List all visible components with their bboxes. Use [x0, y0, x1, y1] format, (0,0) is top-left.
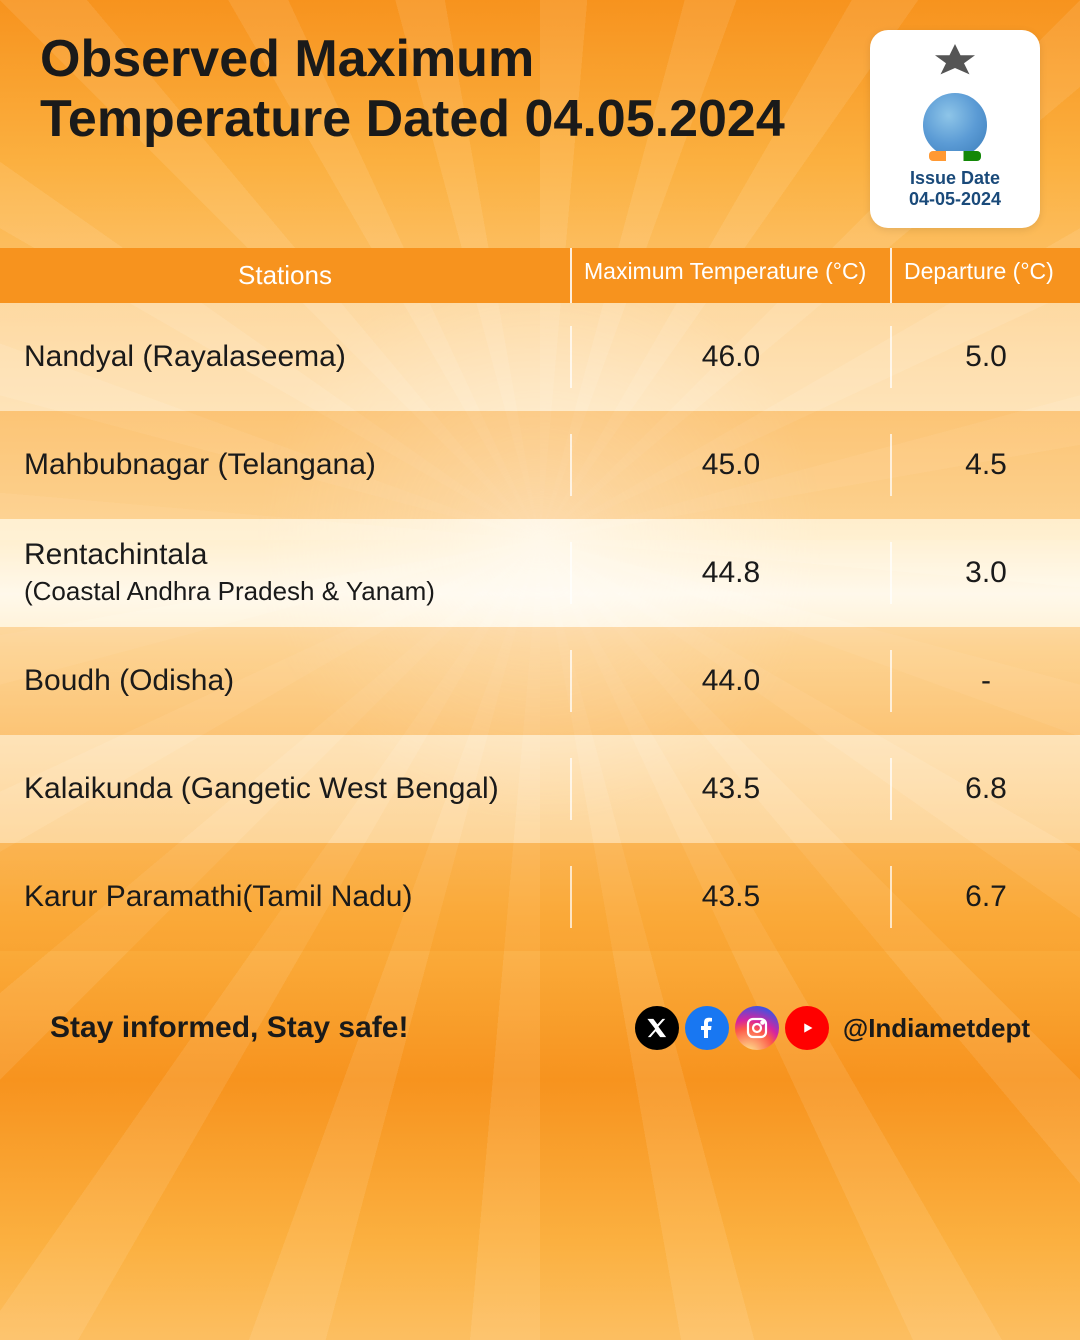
facebook-icon[interactable] [685, 1006, 729, 1050]
station-cell: Nandyal (Rayalaseema) [0, 325, 570, 389]
station-cell: Karur Paramathi(Tamil Nadu) [0, 865, 570, 929]
temp-cell: 45.0 [570, 434, 890, 496]
table-row: Rentachintala (Coastal Andhra Pradesh & … [0, 519, 1080, 627]
station-region: (Coastal Andhra Pradesh & Yanam) [24, 576, 435, 606]
station-cell: Kalaikunda (Gangetic West Bengal) [0, 757, 570, 821]
page-title: Observed Maximum Temperature Dated 04.05… [40, 30, 790, 150]
table-body: Nandyal (Rayalaseema) 46.0 5.0 Mahbubnag… [0, 303, 1080, 951]
departure-cell: - [890, 650, 1080, 712]
col-header-temp: Maximum Temperature (°C) [570, 248, 890, 303]
departure-cell: 6.8 [890, 758, 1080, 820]
departure-cell: 3.0 [890, 542, 1080, 604]
station-cell: Rentachintala (Coastal Andhra Pradesh & … [0, 523, 570, 623]
departure-cell: 6.7 [890, 866, 1080, 928]
temp-cell: 46.0 [570, 326, 890, 388]
station-cell: Boudh (Odisha) [0, 649, 570, 713]
col-header-stations: Stations [0, 248, 570, 303]
departure-cell: 4.5 [890, 434, 1080, 496]
footer-message: Stay informed, Stay safe! [50, 1011, 408, 1045]
social-icons: @Indiametdept [635, 1006, 1030, 1050]
issue-date-value: 04-05-2024 [892, 189, 1018, 210]
temp-cell: 44.8 [570, 542, 890, 604]
temp-cell: 44.0 [570, 650, 890, 712]
youtube-icon[interactable] [785, 1006, 829, 1050]
temp-cell: 43.5 [570, 758, 890, 820]
temp-cell: 43.5 [570, 866, 890, 928]
table-row: Mahbubnagar (Telangana) 45.0 4.5 [0, 411, 1080, 519]
table-row: Kalaikunda (Gangetic West Bengal) 43.5 6… [0, 735, 1080, 843]
table-header-row: Stations Maximum Temperature (°C) Depart… [0, 248, 1080, 303]
table-row: Karur Paramathi(Tamil Nadu) 43.5 6.7 [0, 843, 1080, 951]
footer: Stay informed, Stay safe! @Indiametdept [0, 1006, 1080, 1050]
table-row: Boudh (Odisha) 44.0 - [0, 627, 1080, 735]
national-emblem-icon [930, 44, 980, 84]
col-header-departure: Departure (°C) [890, 248, 1080, 303]
issue-date-card: Issue Date 04-05-2024 [870, 30, 1040, 228]
departure-cell: 5.0 [890, 326, 1080, 388]
table-row: Nandyal (Rayalaseema) 46.0 5.0 [0, 303, 1080, 411]
station-cell: Mahbubnagar (Telangana) [0, 433, 570, 497]
social-handle: @Indiametdept [843, 1013, 1030, 1044]
imd-logo-icon [920, 90, 990, 160]
issue-date-label: Issue Date [892, 168, 1018, 189]
header: Observed Maximum Temperature Dated 04.05… [0, 0, 1080, 248]
instagram-icon[interactable] [735, 1006, 779, 1050]
infographic-container: Observed Maximum Temperature Dated 04.05… [0, 0, 1080, 1080]
station-main: Rentachintala [24, 538, 207, 571]
x-twitter-icon[interactable] [635, 1006, 679, 1050]
